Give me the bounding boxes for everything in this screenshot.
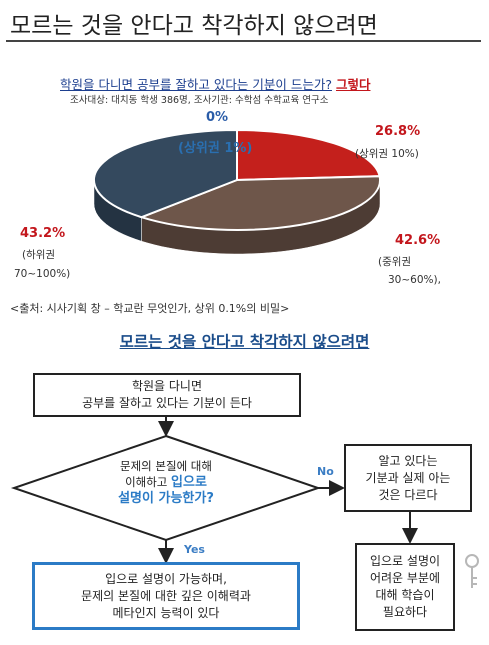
slice-low-label-2: 70~100%) — [14, 268, 71, 280]
decision-line-2a: 이해하고 — [125, 475, 172, 489]
study-line-3: 대해 학습이 — [375, 588, 435, 602]
yes-result-box: 입으로 설명이 가능하며, 문제의 본질에 대한 깊은 이해력과 메타인지 능력… — [32, 562, 300, 630]
decision-line-1: 문제의 본질에 대해 — [120, 459, 212, 473]
slice-top1-label: (상위권 1%) — [178, 141, 253, 156]
survey-question: 학원을 다니면 공부를 잘하고 있다는 기분이 드는가? — [60, 77, 332, 92]
study-needed-box: 입으로 설명이 어려운 부분에 대해 학습이 필요하다 — [355, 543, 455, 631]
start-line-2: 공부를 잘하고 있다는 기분이 든다 — [82, 396, 252, 410]
no-box-line-1: 알고 있다는 — [378, 453, 438, 468]
pie-chart — [93, 128, 382, 255]
study-line-2: 어려운 부분에 — [369, 571, 441, 585]
source-note: <출처: 시사기획 창 – 학교란 무엇인가, 상위 0.1%의 비밀> — [10, 302, 290, 315]
no-box-line-2: 기분과 실제 아는 — [365, 470, 451, 485]
flowchart-title: 모르는 것을 안다고 착각하지 않으려면 — [0, 330, 489, 352]
title-underline — [6, 40, 481, 42]
decision-line-2b: 입으로 — [171, 475, 207, 490]
no-label: No — [317, 465, 334, 478]
key-icon — [465, 554, 479, 588]
slice-low-label-1: (하위권 — [22, 249, 56, 261]
yes-label: Yes — [184, 543, 205, 556]
start-box: 학원을 다니면 공부를 잘하고 있다는 기분이 든다 — [33, 373, 301, 417]
slice-top10-value: 26.8% — [375, 124, 421, 139]
yes-box-line-2: 문제의 본질에 대한 깊은 이해력과 — [81, 588, 251, 603]
slice-mid-value: 42.6% — [395, 233, 441, 248]
yes-box-line-1: 입으로 설명이 가능하며, — [105, 571, 227, 586]
pie-slice-1 — [236, 128, 381, 182]
pie-slice-3 — [93, 128, 238, 219]
slice-mid-label-2: 30~60%), — [388, 274, 441, 286]
start-line-1: 학원을 다니면 — [131, 379, 203, 393]
slice-low-value: 43.2% — [20, 226, 66, 241]
flowchart-title-text: 모르는 것을 안다고 착각하지 않으려면 — [119, 333, 370, 351]
survey-details: 조사대상: 대치동 학생 386명, 조사기관: 수학섬 수학교육 연구소 — [70, 95, 329, 106]
survey-answer: 그렇다 — [335, 77, 371, 92]
decision-text: 문제의 본질에 대해 이해하고 입으로 설명이 가능한가? — [86, 458, 246, 507]
study-line-1: 입으로 설명이 — [369, 554, 441, 568]
decision-line-3: 설명이 가능한가? — [118, 491, 214, 506]
no-result-box: 알고 있다는 기분과 실제 아는 것은 다르다 — [344, 444, 472, 512]
flowchart-connectors — [10, 417, 418, 564]
survey-question-row: 학원을 다니면 공부를 잘하고 있다는 기분이 드는가? 그렇다 — [60, 74, 370, 93]
slice-mid-label-1: (중위권 — [378, 256, 412, 268]
slice-top1-value: 0% — [206, 110, 229, 125]
study-line-4: 필요하다 — [382, 605, 428, 619]
no-box-line-3: 것은 다르다 — [378, 487, 438, 502]
yes-box-line-3: 메타인지 능력이 있다 — [112, 605, 220, 620]
page-title: 모르는 것을 안다고 착각하지 않으려면 — [10, 13, 378, 39]
slice-top10-label: (상위권 10%) — [355, 148, 419, 160]
pie-slice-2 — [138, 175, 382, 231]
